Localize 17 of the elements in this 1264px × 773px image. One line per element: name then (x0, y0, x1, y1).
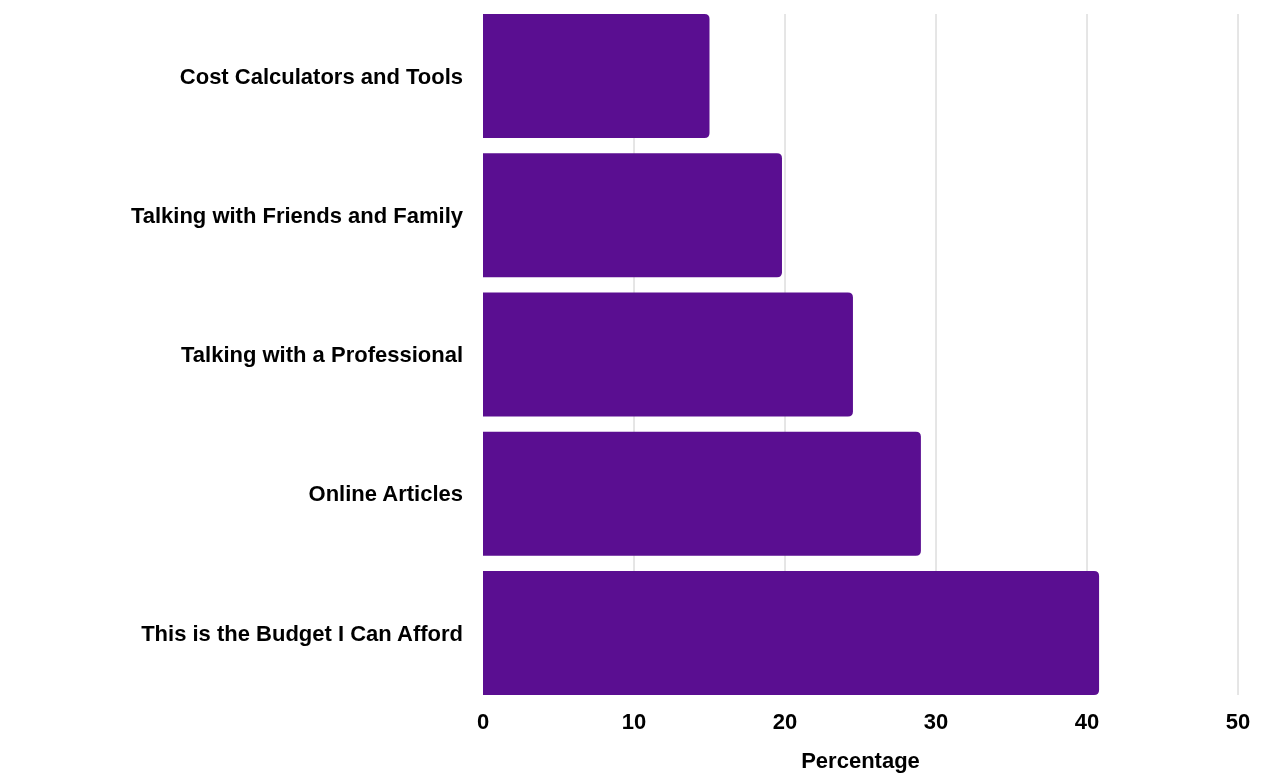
x-tick-label: 0 (476, 709, 490, 734)
x-tick-label: 30 (923, 709, 949, 734)
x-tick-label: 50 (1225, 709, 1251, 734)
y-tick-label: Talking with a Professional (181, 342, 463, 368)
bar (483, 571, 1100, 695)
y-tick-label: Talking with Friends and Family (130, 202, 464, 228)
bar (483, 14, 710, 138)
y-tick-label: This is the Budget I Can Afford (141, 620, 463, 646)
x-tick-label: 10 (621, 709, 647, 734)
x-tick-label: 40 (1074, 709, 1100, 734)
bar (483, 153, 782, 278)
y-tick-label: Online Articles (308, 481, 463, 507)
y-tick-label: Cost Calculators and Tools (179, 63, 463, 89)
x-tick-label: 20 (772, 709, 798, 734)
x-axis-title: Percentage (801, 748, 920, 773)
bar (483, 292, 853, 417)
bar (483, 431, 921, 556)
